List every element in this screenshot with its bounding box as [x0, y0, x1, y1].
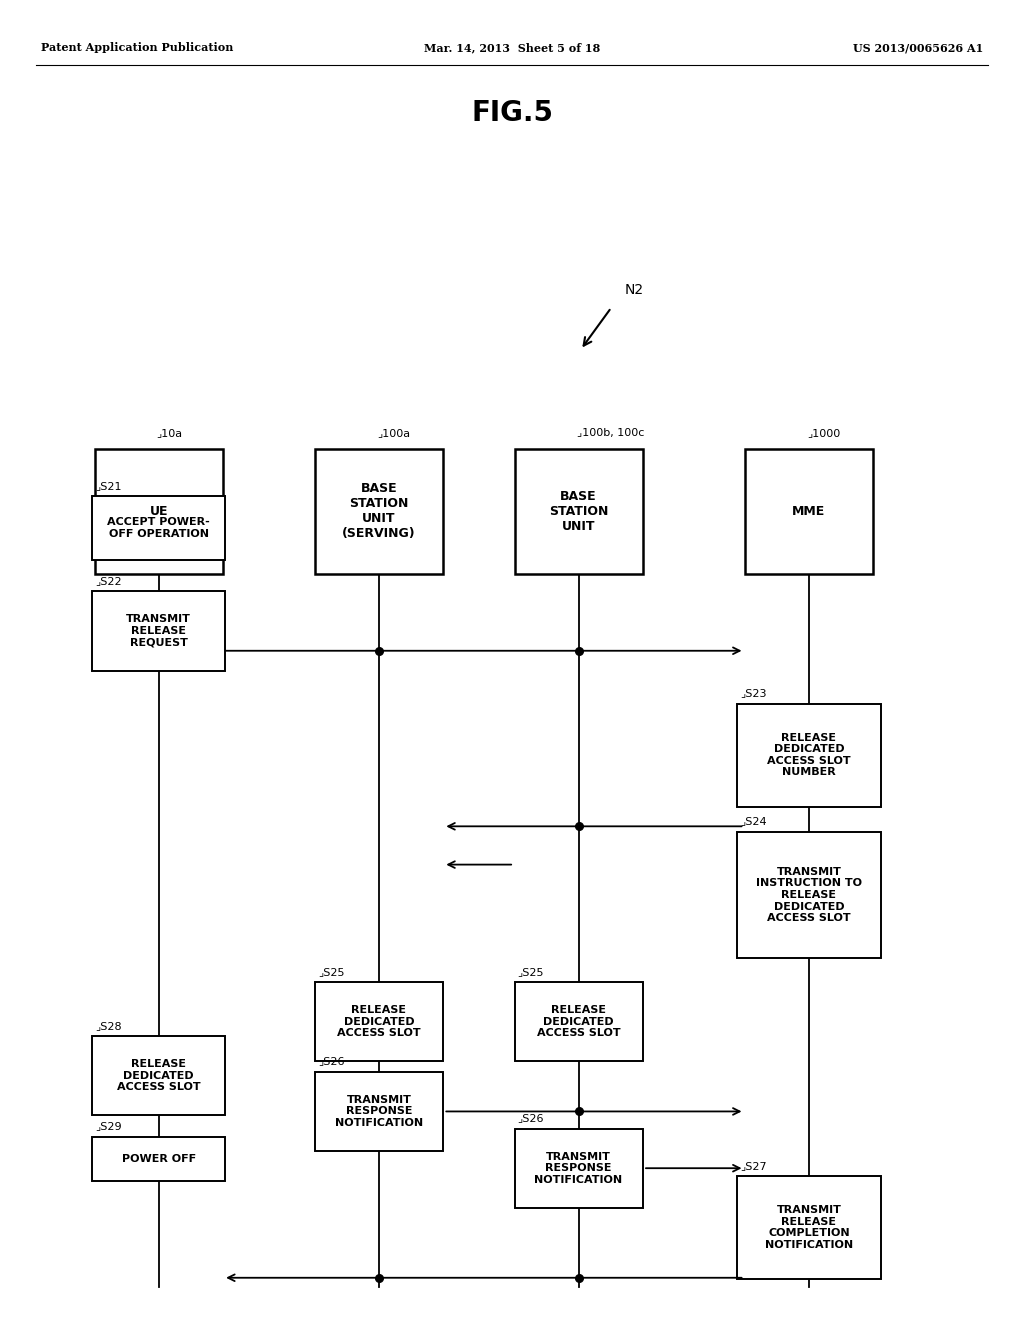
Text: ⌟S29: ⌟S29: [95, 1121, 122, 1131]
Text: ⌟S26: ⌟S26: [517, 1113, 544, 1123]
Bar: [94, 449, 223, 574]
Bar: [315, 982, 442, 1061]
Text: Patent Application Publication: Patent Application Publication: [41, 42, 233, 53]
Bar: [92, 1137, 225, 1181]
Text: ⌟S23: ⌟S23: [740, 688, 767, 698]
Text: ⌟1000: ⌟1000: [807, 428, 840, 438]
Bar: [92, 496, 225, 560]
Bar: [92, 591, 225, 671]
Text: ⌟S25: ⌟S25: [517, 966, 544, 977]
Text: RELEASE
DEDICATED
ACCESS SLOT: RELEASE DEDICATED ACCESS SLOT: [537, 1005, 621, 1039]
Bar: [315, 1072, 442, 1151]
Bar: [514, 1129, 643, 1208]
Bar: [737, 832, 881, 958]
Text: ⌟10a: ⌟10a: [157, 428, 183, 438]
Text: TRANSMIT
RESPONSE
NOTIFICATION: TRANSMIT RESPONSE NOTIFICATION: [335, 1094, 423, 1129]
Text: MME: MME: [793, 506, 825, 517]
Text: RELEASE
DEDICATED
ACCESS SLOT: RELEASE DEDICATED ACCESS SLOT: [117, 1059, 201, 1093]
Text: ⌟S22: ⌟S22: [95, 576, 122, 586]
Text: POWER OFF: POWER OFF: [122, 1154, 196, 1164]
Text: ⌟S24: ⌟S24: [740, 816, 767, 826]
Text: N2: N2: [625, 282, 644, 297]
Text: ⌟S25: ⌟S25: [317, 966, 344, 977]
Bar: [745, 449, 872, 574]
Text: UE: UE: [150, 506, 168, 517]
Bar: [315, 449, 442, 574]
Text: ACCEPT POWER-
OFF OPERATION: ACCEPT POWER- OFF OPERATION: [108, 517, 210, 539]
Text: ⌟100b, 100c: ⌟100b, 100c: [577, 428, 644, 438]
Text: RELEASE
DEDICATED
ACCESS SLOT
NUMBER: RELEASE DEDICATED ACCESS SLOT NUMBER: [767, 733, 851, 777]
Bar: [737, 704, 881, 807]
Text: Mar. 14, 2013  Sheet 5 of 18: Mar. 14, 2013 Sheet 5 of 18: [424, 42, 600, 53]
Text: ⌟S27: ⌟S27: [740, 1160, 767, 1171]
Text: US 2013/0065626 A1: US 2013/0065626 A1: [853, 42, 983, 53]
Text: TRANSMIT
RESPONSE
NOTIFICATION: TRANSMIT RESPONSE NOTIFICATION: [535, 1151, 623, 1185]
Text: TRANSMIT
RELEASE
COMPLETION
NOTIFICATION: TRANSMIT RELEASE COMPLETION NOTIFICATION: [765, 1205, 853, 1250]
Text: ⌟S21: ⌟S21: [95, 480, 122, 491]
Text: BASE
STATION
UNIT
(SERVING): BASE STATION UNIT (SERVING): [342, 483, 416, 540]
Text: FIG.5: FIG.5: [471, 99, 553, 127]
Bar: [92, 1036, 225, 1115]
Text: ⌟S28: ⌟S28: [95, 1020, 122, 1031]
Text: RELEASE
DEDICATED
ACCESS SLOT: RELEASE DEDICATED ACCESS SLOT: [337, 1005, 421, 1039]
Text: ⌟S26: ⌟S26: [317, 1056, 344, 1067]
Bar: [514, 449, 643, 574]
Bar: [514, 982, 643, 1061]
Text: BASE
STATION
UNIT: BASE STATION UNIT: [549, 490, 608, 533]
Text: TRANSMIT
RELEASE
REQUEST: TRANSMIT RELEASE REQUEST: [126, 614, 191, 648]
Bar: [737, 1176, 881, 1279]
Text: ⌟100a: ⌟100a: [377, 428, 410, 438]
Text: TRANSMIT
INSTRUCTION TO
RELEASE
DEDICATED
ACCESS SLOT: TRANSMIT INSTRUCTION TO RELEASE DEDICATE…: [756, 867, 862, 923]
